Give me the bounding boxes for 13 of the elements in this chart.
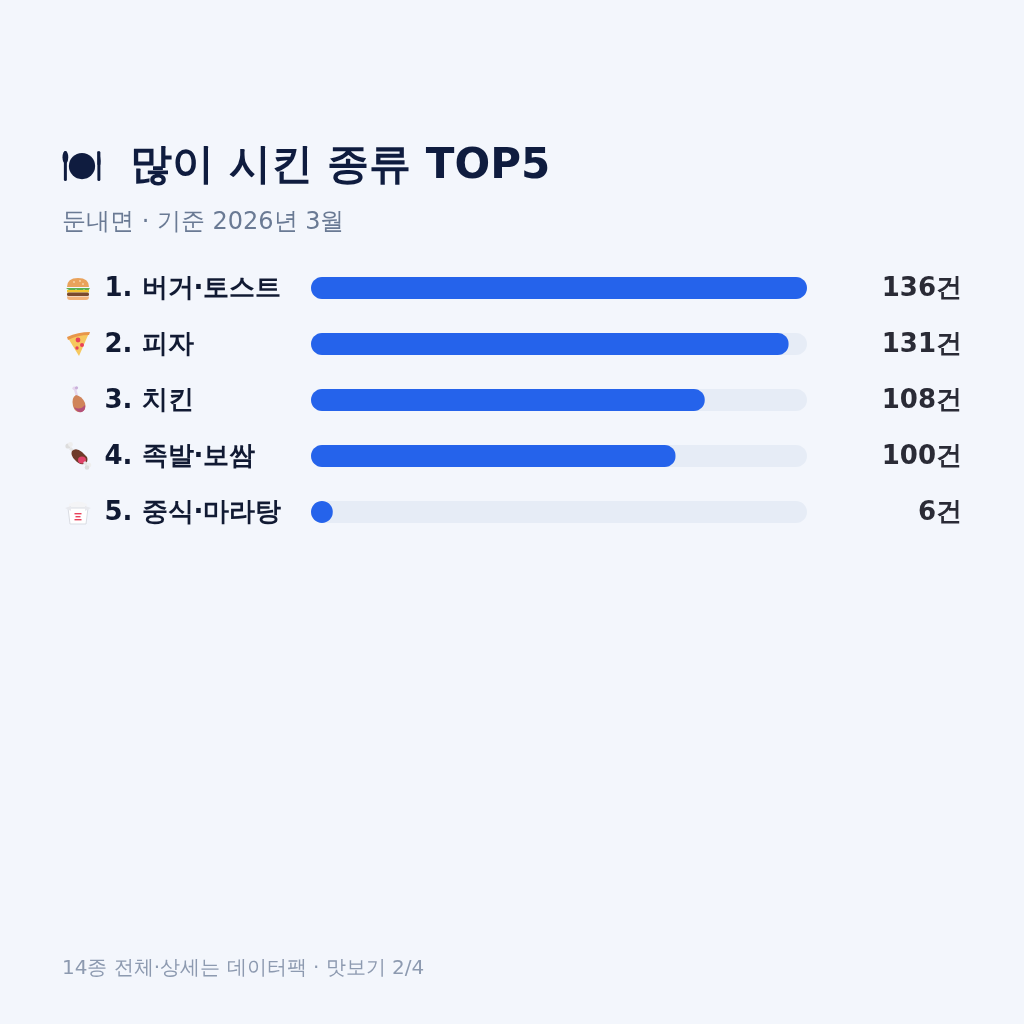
- data-label: 131건: [881, 328, 962, 358]
- y-tick-label: 4. 족발·보쌈: [104, 440, 256, 470]
- chart-subtitle: 둔내면 · 기준 2026년 3월: [62, 206, 345, 237]
- data-label: 136건: [881, 272, 962, 302]
- data-label: 6건: [917, 496, 962, 526]
- y-tick-label: 3. 치킨: [104, 384, 194, 414]
- y-tick-label: 5. 중식·마라탕: [104, 496, 282, 526]
- text: 14종 전체·상세는 데이터팩 · 맛보기 2/4: [62, 954, 425, 981]
- y-tick-label: 2. 피자: [104, 328, 194, 358]
- y-tick-label: 1. 버거·토스트: [104, 272, 282, 302]
- chart-title: 많이 시킨 종류 TOP5: [130, 138, 551, 190]
- data-label: 100건: [881, 440, 962, 470]
- data-label: 108건: [881, 384, 962, 414]
